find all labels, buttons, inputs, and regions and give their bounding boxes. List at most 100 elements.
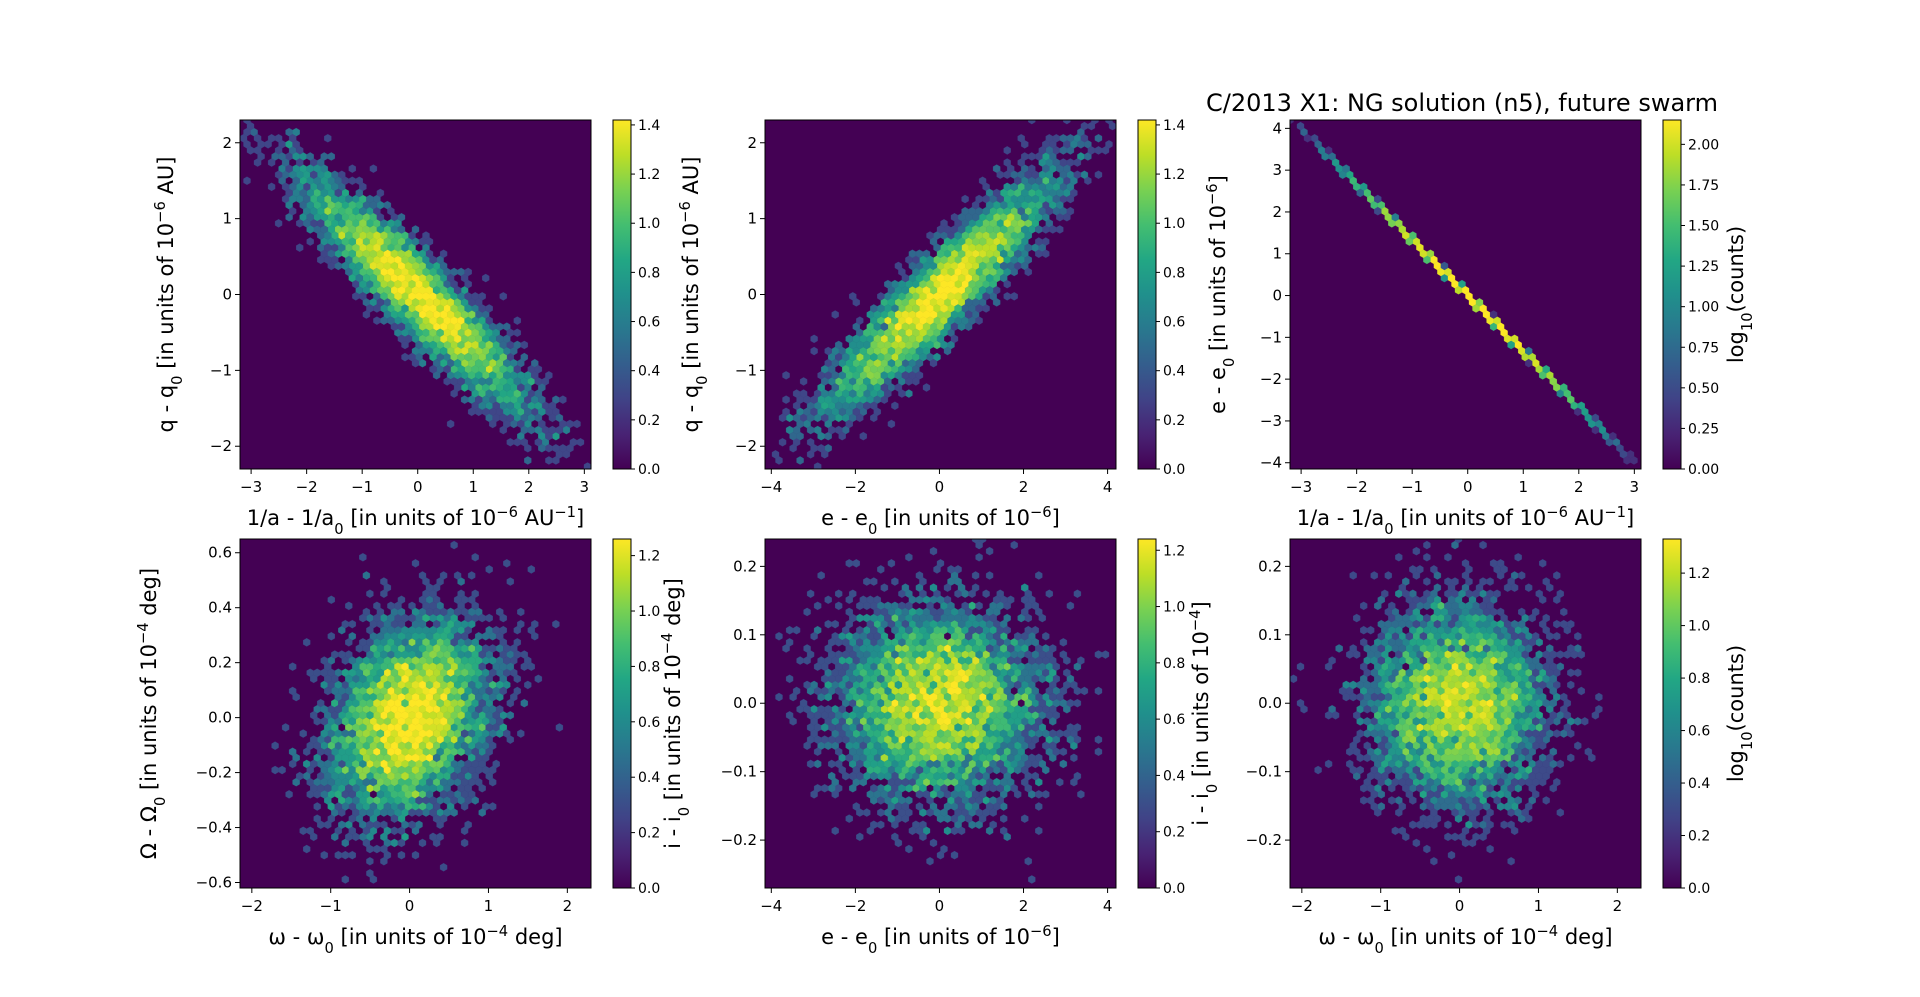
hexbin-cell (243, 176, 251, 185)
hexbin-cell (992, 164, 1001, 173)
hexbin-cell (1059, 146, 1068, 155)
hexbin-cell (401, 613, 409, 623)
hexbin-cell (373, 759, 381, 769)
hexbin-cell (817, 407, 825, 417)
hexbin-cell (1007, 237, 1015, 246)
hexbin-cell (538, 444, 546, 453)
hexbin-cell (1014, 176, 1022, 185)
y-tick-label: 0.2 (733, 557, 757, 575)
x-tick-label: 0 (405, 897, 415, 915)
hexbin-cell (1003, 279, 1011, 289)
hexbin-cell (281, 723, 290, 732)
hexbin-cell (538, 419, 546, 429)
hexbin-cell (306, 152, 314, 161)
hexbin-cell (513, 377, 521, 386)
hexbin-cell (341, 875, 349, 884)
colorbar-label: log10(counts) (1724, 226, 1756, 363)
axes-frame (1289, 119, 1642, 470)
hexbin-cell (411, 559, 420, 568)
hexbin-cell (310, 759, 318, 769)
hexbin-cell (796, 431, 804, 441)
hexbin-cell (506, 577, 514, 586)
hexbin-cell (418, 741, 427, 750)
hexbin-cell (450, 674, 458, 684)
hexbin-cell (439, 346, 448, 356)
hexbin-cell (1038, 146, 1046, 155)
hexbin-cell (1669, 499, 1676, 507)
hexbin-cell (436, 328, 444, 337)
x-tick-label: 2 (1613, 897, 1623, 915)
hexbin-cell (436, 698, 444, 708)
hexbin-cell (796, 395, 804, 404)
x-axis-label: 1/a - 1/a0 [in units of 10−6 AU−1] (1297, 504, 1634, 538)
hexbin-cell (401, 771, 409, 781)
hexbin-cell (327, 595, 335, 604)
hexbin-cell (464, 784, 472, 793)
hexbin-cell (1213, 37, 1220, 45)
y-tick-label: −0.6 (196, 874, 232, 892)
hexbin-cell (534, 674, 543, 684)
hexbin-cell (450, 377, 458, 386)
hexbin-cell (1391, 213, 1399, 222)
hexbin-cell (884, 735, 892, 744)
hexbin-cell (964, 310, 973, 319)
hexbin-cell (1645, 469, 1652, 477)
hexbin-cell (418, 717, 427, 726)
hexbin-cell (422, 601, 430, 611)
hexbin-cell (439, 814, 448, 823)
x-tick-label: −2 (844, 478, 866, 496)
hexbin-cell (460, 395, 469, 404)
hexbin-cell (359, 638, 367, 647)
hexbin-cell (471, 601, 479, 611)
hexbin-cell (397, 225, 406, 234)
hexbin-cell (478, 613, 486, 623)
hexbin-cell (957, 261, 966, 271)
y-tick-label: 2 (222, 134, 232, 152)
hexbin-cell (524, 680, 532, 690)
hexbin-cell (1010, 292, 1018, 301)
y-axis-label: q - q0 [in units of 10−6 AU] (152, 157, 186, 433)
hexbin-cell (915, 346, 924, 356)
x-axis-label: e - e0 [in units of 10−6] (821, 504, 1060, 538)
hexbin-cell (545, 456, 553, 465)
hexbin-cell (387, 711, 395, 720)
hexbin-cell (355, 176, 363, 185)
x-tick-label: −1 (351, 478, 373, 496)
hexbin-cell (782, 395, 790, 404)
hexbin-cell (782, 371, 790, 380)
hexbin-cell (418, 729, 427, 738)
hexbin-cell (306, 826, 314, 836)
hexbin-cell (331, 735, 339, 744)
hexbin-cell (1000, 261, 1008, 271)
hexbin-cell (771, 450, 780, 459)
hexbin-cell (418, 571, 427, 580)
hexbin-cell (1000, 814, 1008, 823)
hexbin-cell (828, 425, 836, 435)
hexbin-cell (894, 680, 903, 690)
hexbin-cell (1454, 286, 1463, 295)
hexbin-cell (971, 225, 980, 234)
hexbin-cell (296, 771, 304, 781)
hexbin-cell (1496, 322, 1505, 331)
hexbin-cell (274, 219, 283, 228)
hexbin-cell (404, 668, 413, 677)
hexbin-cell (1073, 158, 1082, 167)
hexbin-cell (1609, 431, 1617, 441)
hexbin-cell (1489, 310, 1498, 319)
hexbin-cell (755, 681, 762, 689)
hexbin-cell (373, 243, 381, 252)
hexbin-cell (475, 358, 483, 368)
colorbar-tick-label: 0.2 (1688, 829, 1710, 845)
hexbin-cell (475, 322, 483, 331)
hexbin-cell (566, 481, 573, 489)
colorbar-tick-label: 1.2 (638, 167, 660, 183)
y-tick-label: 0.0 (1258, 694, 1282, 712)
hexbin-cell (348, 164, 356, 173)
hexbin-cell (345, 601, 353, 611)
hexbin-cell (240, 134, 248, 143)
hexbin-cell (397, 850, 406, 860)
hexbin-cell (334, 802, 342, 811)
hexbin-cell (439, 286, 448, 295)
hexbin-cell (411, 249, 420, 258)
